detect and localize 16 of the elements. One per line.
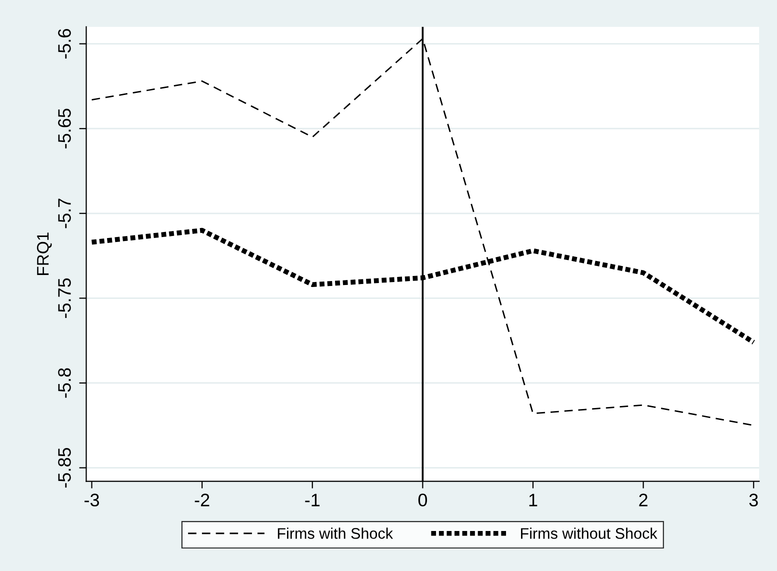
- y-axis-title: FRQ1: [36, 232, 52, 275]
- y-tick-label: -5.6: [58, 29, 71, 59]
- y-tick-label: -5.8: [58, 368, 71, 398]
- y-tick-label: -5.75: [58, 278, 71, 318]
- x-tick-label: 0: [418, 494, 428, 506]
- y-tick-label: -5.65: [58, 108, 71, 148]
- y-tick-label: -5.85: [58, 448, 71, 488]
- x-tick-label: -2: [194, 494, 210, 506]
- y-tick-label: -5.7: [58, 198, 71, 228]
- x-tick-label: 2: [639, 494, 648, 506]
- x-tick-label: 3: [749, 494, 758, 506]
- x-tick-label: -1: [305, 494, 320, 506]
- x-tick-label: 1: [529, 494, 538, 506]
- legend-label: Firms without Shock: [521, 528, 658, 539]
- legend-label: Firms with Shock: [278, 528, 393, 539]
- x-tick-label: -3: [84, 494, 99, 506]
